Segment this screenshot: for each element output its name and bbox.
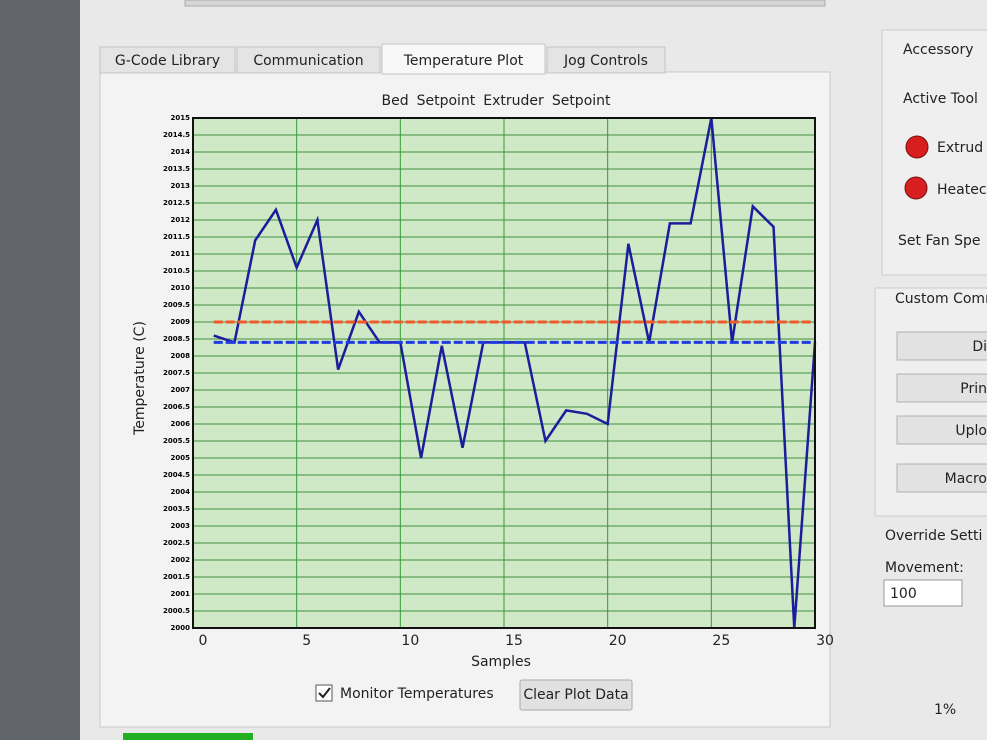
checkbox[interactable] xyxy=(315,684,333,702)
legend-entry: Extruder xyxy=(483,93,544,109)
command-button-label[interactable]: Prin xyxy=(960,381,987,397)
y-tick-label: 2003.5 xyxy=(163,505,190,513)
y-tick-label: 2005.5 xyxy=(163,437,190,445)
y-tick-label: 2011.5 xyxy=(163,233,190,241)
y-tick-label: 2014 xyxy=(171,148,191,156)
y-tick-label: 2015 xyxy=(171,114,191,122)
y-tick-label: 2007 xyxy=(171,386,191,394)
tab-label[interactable]: G-Code Library xyxy=(115,53,220,69)
extruder-label: Extrud xyxy=(937,140,983,156)
movement-value[interactable]: 100 xyxy=(890,586,917,602)
y-tick-label: 2012.5 xyxy=(163,199,190,207)
x-tick-label: 30 xyxy=(816,633,834,649)
tab[interactable] xyxy=(381,43,546,75)
command-button[interactable] xyxy=(896,415,987,445)
tab-label[interactable]: Jog Controls xyxy=(563,53,648,69)
accessory-panel xyxy=(881,29,987,276)
x-tick-label: 5 xyxy=(302,633,311,649)
y-tick-label: 2013.5 xyxy=(163,165,190,173)
y-tick-label: 2012 xyxy=(171,216,191,224)
tab-label[interactable]: Temperature Plot xyxy=(403,53,524,69)
y-tick-label: 2008 xyxy=(171,352,191,360)
top-field xyxy=(184,0,826,7)
legend-entry: Setpoint xyxy=(417,93,476,109)
checkbox-label[interactable]: Monitor Temperatures xyxy=(340,686,494,702)
y-tick-label: 2000 xyxy=(171,624,191,632)
command-button[interactable] xyxy=(896,463,987,493)
override-title: Override Setti xyxy=(885,528,982,544)
legend-entry: Setpoint xyxy=(552,93,611,109)
y-tick-label: 2000.5 xyxy=(163,607,190,615)
y-tick-label: 2010 xyxy=(171,284,191,292)
x-tick-label: 10 xyxy=(401,633,419,649)
y-tick-label: 2014.5 xyxy=(163,131,190,139)
y-tick-label: 2004.5 xyxy=(163,471,190,479)
y-tick-label: 2002 xyxy=(171,556,191,564)
y-tick-label: 2004 xyxy=(171,488,191,496)
x-tick-label: 20 xyxy=(609,633,627,649)
legend-entry: Bed xyxy=(381,93,408,109)
progress-bar xyxy=(123,733,253,740)
plot: 2000 2000.5 2001 2001.5 2002 2002.5 2003 2003.5… xyxy=(163,114,834,649)
y-tick-label: 2009.5 xyxy=(163,301,190,309)
y-tick-label: 2008.5 xyxy=(163,335,190,343)
tab-label[interactable]: Communication xyxy=(253,53,363,69)
custom-buttons: Di Prin Uplo Macro xyxy=(896,331,987,493)
y-tick-label: 2006 xyxy=(171,420,191,428)
y-tick-label: 2006.5 xyxy=(163,403,190,411)
tab-bar: G-Code Library Communication Temperature P… xyxy=(99,43,666,75)
x-tick-label: 0 xyxy=(199,633,208,649)
y-tick-label: 2002.5 xyxy=(163,539,190,547)
y-tick-label: 2005 xyxy=(171,454,191,462)
command-button-label[interactable]: Macro xyxy=(945,471,987,487)
command-button-label[interactable]: Di xyxy=(972,339,987,355)
active-tool: Active Tool xyxy=(903,91,978,107)
movement-spinbox[interactable] xyxy=(883,579,963,607)
y-tick-label: 2001.5 xyxy=(163,573,190,581)
y-tick-label: 2011 xyxy=(171,250,191,258)
fan-label: Set Fan Spe xyxy=(898,233,981,249)
accessory-title: Accessory xyxy=(903,42,974,58)
y-tick-label: 2001 xyxy=(171,590,191,598)
movement-label: Movement: xyxy=(885,560,964,576)
bed-indicator xyxy=(904,176,928,200)
extruder-indicator xyxy=(905,135,929,159)
y-tick-label: 2010.5 xyxy=(163,267,190,275)
y-tick-label: 2013 xyxy=(171,182,191,190)
clear-button-label[interactable]: Clear Plot Data xyxy=(523,687,628,703)
command-button[interactable] xyxy=(896,331,987,361)
tab[interactable] xyxy=(236,46,381,74)
y-tick-label: 2003 xyxy=(171,522,191,530)
y-axis-label: Temperature (C) xyxy=(132,321,148,436)
y-tick-label: 2009 xyxy=(171,318,191,326)
heated-label: Heatec xyxy=(937,182,987,198)
clear-button[interactable] xyxy=(519,679,633,711)
plot-frame xyxy=(192,117,816,629)
x-axis-label: Samples xyxy=(471,654,531,670)
tab[interactable] xyxy=(99,46,236,74)
x-tick-label: 25 xyxy=(712,633,730,649)
x-tick-label: 15 xyxy=(505,633,523,649)
check-mark xyxy=(318,687,331,699)
command-button-label[interactable]: Uplo xyxy=(955,423,987,439)
command-button[interactable] xyxy=(896,373,987,403)
y-tick-label: 2007.5 xyxy=(163,369,190,377)
percent-label: 1% xyxy=(934,702,956,718)
legend: Bed Setpoint Extruder Setpoint xyxy=(381,93,611,109)
tab[interactable] xyxy=(546,46,666,74)
custom-title: Custom Comm xyxy=(895,291,987,307)
